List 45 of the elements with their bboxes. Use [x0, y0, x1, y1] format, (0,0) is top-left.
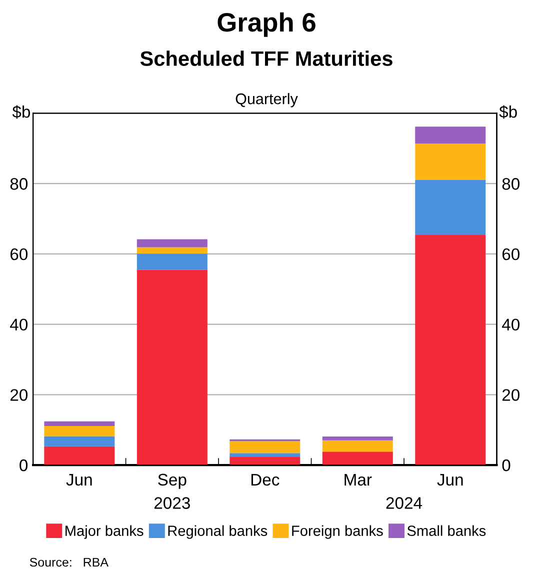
y2-tick-label: 80	[502, 178, 520, 190]
bar	[415, 180, 486, 235]
y2-tick-label: 20	[502, 389, 520, 401]
y-tick-label: 0	[20, 459, 28, 472]
x-tick-label: Dec	[251, 474, 280, 486]
text: 2024	[386, 497, 422, 509]
bar	[415, 144, 486, 180]
legend-label: Regional banks	[168, 525, 268, 539]
x-tick-label: Sep	[158, 474, 186, 489]
x-tick-label: Mar	[344, 474, 372, 486]
x-tick-label: Jun	[66, 474, 92, 486]
bar	[44, 436, 115, 446]
y-tick-label: 40	[10, 318, 28, 331]
bar	[230, 456, 300, 466]
bar	[230, 441, 300, 454]
x-tick-label: Jun	[437, 474, 463, 486]
bar	[136, 247, 208, 254]
bar	[136, 270, 208, 466]
y2-tick-label: 40	[502, 318, 520, 331]
bar	[44, 421, 115, 426]
bar	[322, 436, 393, 440]
y-tick-label: 80	[10, 178, 28, 190]
legend-label: Major banks	[66, 525, 144, 539]
source-note: Source: RBA	[30, 558, 108, 567]
text: 2023	[154, 497, 190, 509]
chart-title: Scheduled TFF Maturities	[140, 50, 392, 66]
bar	[415, 234, 486, 466]
caption: Graph 6	[218, 12, 316, 37]
bar	[136, 239, 208, 248]
bar	[136, 254, 208, 270]
bar	[415, 126, 486, 144]
legend-label: Small banks	[407, 525, 486, 536]
y2-axis-title: $b	[499, 105, 517, 119]
y-tick-label: 20	[10, 389, 28, 401]
bar	[230, 453, 300, 457]
bar	[44, 426, 115, 436]
legend-label: Foreign banks	[292, 525, 383, 539]
y2-tick-label: 0	[502, 459, 510, 472]
bar	[44, 446, 115, 466]
y-tick-label: 60	[10, 248, 28, 260]
bar	[322, 452, 393, 466]
y2-tick-label: 60	[502, 248, 520, 260]
chart-subtitle: Quarterly	[236, 93, 298, 108]
bar	[322, 440, 393, 452]
y-axis-title: $b	[12, 105, 30, 119]
